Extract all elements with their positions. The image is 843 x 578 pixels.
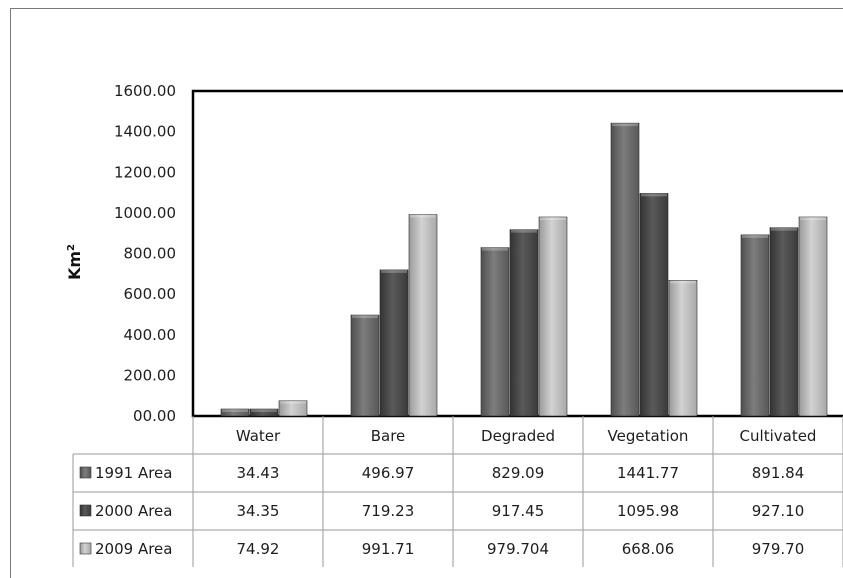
bar — [740, 234, 770, 417]
bar-highlight — [482, 247, 508, 251]
data-label: 719.23 — [362, 502, 415, 520]
y-axis-title: Km2 — [65, 244, 84, 280]
legend-key — [79, 504, 92, 517]
bar — [249, 408, 279, 417]
bar — [538, 216, 568, 417]
x-category-label: Vegetation — [608, 427, 689, 445]
bar-highlight — [771, 227, 797, 231]
bar — [379, 269, 409, 417]
x-category-label: Water — [236, 427, 281, 445]
y-tick-label: 600.00 — [124, 285, 177, 303]
data-table: Water Bare Degraded Vegetation Cultivated 199… — [72, 416, 843, 567]
data-label: 496.97 — [362, 464, 415, 482]
y-tick-label: 200.00 — [124, 366, 177, 384]
bar-highlight — [251, 409, 277, 413]
bar-highlight — [742, 234, 768, 238]
data-label: 979.70 — [752, 540, 805, 558]
x-category-label: Degraded — [481, 427, 555, 445]
bar — [220, 408, 250, 417]
legend-entry: 2000 Area — [95, 502, 172, 520]
legend-key — [79, 542, 92, 555]
bar-highlight — [222, 409, 248, 413]
x-category-label: Cultivated — [740, 427, 817, 445]
data-label: 979.704 — [487, 540, 549, 558]
bar — [639, 193, 669, 417]
bar — [480, 247, 510, 417]
bar-highlight — [381, 269, 407, 273]
bar — [278, 400, 308, 417]
bar-highlight — [670, 280, 696, 284]
legend-key — [79, 466, 92, 479]
bar-highlight — [540, 216, 566, 220]
data-label: 74.92 — [237, 540, 280, 558]
bar-highlight — [800, 216, 826, 220]
y-tick-label: 1600.00 — [114, 82, 176, 100]
bar — [610, 122, 640, 417]
x-category-label: Bare — [371, 427, 406, 445]
data-label: 34.35 — [237, 502, 280, 520]
bar-highlight — [410, 214, 436, 218]
y-tick-label: 400.00 — [124, 326, 177, 344]
bar-highlight — [612, 123, 638, 127]
y-tick-label: 1400.00 — [114, 123, 176, 141]
legend-entry: 2009 Area — [95, 540, 172, 558]
bar-highlight — [641, 193, 667, 197]
data-label: 1441.77 — [617, 464, 679, 482]
y-axis-title-superscript: 2 — [66, 244, 77, 251]
bar — [668, 280, 698, 417]
data-label: 927.10 — [752, 502, 805, 520]
bar — [769, 227, 799, 417]
y-tick-label: 1200.00 — [114, 163, 176, 181]
bar-highlight — [280, 400, 306, 404]
data-label: 1095.98 — [617, 502, 679, 520]
data-label: 34.43 — [237, 464, 280, 482]
data-label: 917.45 — [492, 502, 545, 520]
bar-highlight — [352, 315, 378, 319]
bar — [350, 314, 380, 417]
y-tick-label: 1000.00 — [114, 204, 176, 222]
data-label: 991.71 — [362, 540, 415, 558]
y-axis: 00.00 200.00 400.00 600.00 800.00 1000.00 1200… — [114, 82, 176, 425]
bar — [798, 216, 828, 417]
bar — [408, 214, 438, 417]
data-label: 668.06 — [622, 540, 675, 558]
y-tick-label: 00.00 — [133, 407, 176, 425]
data-label: 891.84 — [752, 464, 805, 482]
data-label: 829.09 — [492, 464, 545, 482]
bar — [509, 229, 539, 417]
legend-entry: 1991 Area — [95, 464, 172, 482]
bar-highlight — [511, 229, 537, 233]
y-tick-label: 800.00 — [124, 245, 177, 263]
bars — [220, 122, 828, 417]
